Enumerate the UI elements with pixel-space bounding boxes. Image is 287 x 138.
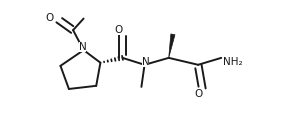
Text: NH₂: NH₂ (223, 57, 243, 67)
Polygon shape (169, 34, 175, 58)
Text: N: N (79, 42, 86, 52)
Text: O: O (115, 25, 123, 35)
Text: N: N (142, 57, 150, 67)
Text: O: O (194, 89, 202, 99)
Text: O: O (46, 13, 54, 22)
